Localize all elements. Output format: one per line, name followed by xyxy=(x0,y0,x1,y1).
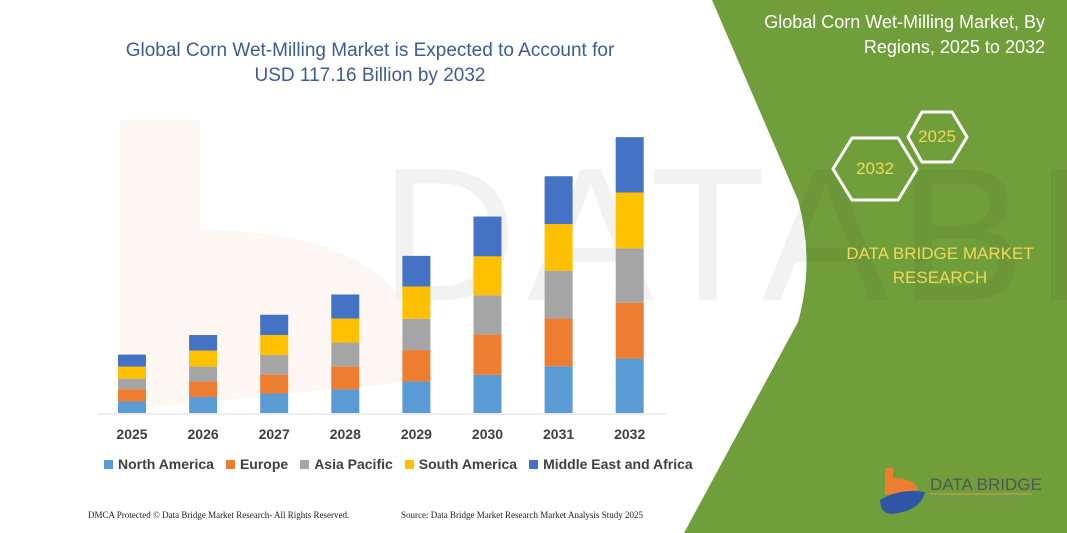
legend-swatch xyxy=(104,459,113,469)
x-tick-label: 2032 xyxy=(614,426,646,442)
bar-segment-2026-north-america xyxy=(189,396,218,413)
bar-segment-2025-south-america xyxy=(118,366,146,379)
legend-item: Asia Pacific xyxy=(300,456,393,472)
legend-label: Asia Pacific xyxy=(314,456,393,472)
x-tick-label: 2026 xyxy=(187,426,219,442)
bar-segment-2030-europe xyxy=(473,334,502,375)
x-tick-label: 2029 xyxy=(400,426,432,442)
logo-text: DATA BRIDGE xyxy=(930,475,1042,494)
bar-segment-2032-europe xyxy=(615,302,644,359)
bar-segment-2026-middle-east-and-africa xyxy=(189,335,218,351)
bar-segment-2025-middle-east-and-africa xyxy=(118,354,146,367)
title-line-1: Global Corn Wet-Milling Market is Expect… xyxy=(125,40,615,61)
bar-segment-2025-asia-pacific xyxy=(118,378,146,390)
bar-segment-2026-asia-pacific xyxy=(189,366,218,382)
bar-segment-2029-europe xyxy=(402,350,431,382)
bar-segment-2032-north-america xyxy=(615,358,644,413)
bar-segment-2026-south-america xyxy=(189,350,218,367)
hex-label-start: 2025 xyxy=(918,127,956,146)
x-tick-label: 2030 xyxy=(471,426,504,442)
bar-segment-2028-south-america xyxy=(331,318,360,343)
side-title-line-2: Regions, 2025 to 2032 xyxy=(863,37,1045,57)
legend-label: Middle East and Africa xyxy=(543,456,693,472)
legend-label: Europe xyxy=(239,456,289,472)
bar-segment-2026-europe xyxy=(189,381,218,397)
logo-subtext: MARKET RESEARCH xyxy=(931,495,1026,501)
logo-mark xyxy=(880,468,1032,514)
title-line-2: USD 117.16 Billion by 2032 xyxy=(254,65,486,86)
bar-segment-2025-north-america xyxy=(118,401,146,413)
footer-copyright: DMCA Protected © Data Bridge Market Rese… xyxy=(88,510,350,520)
legend-swatch xyxy=(404,459,414,469)
x-tick-label: 2027 xyxy=(258,426,290,442)
bar-segment-2030-south-america xyxy=(473,256,502,296)
bar-segment-2030-middle-east-and-africa xyxy=(473,216,502,257)
bar-segment-2032-asia-pacific xyxy=(615,248,644,303)
bar-segment-2031-asia-pacific xyxy=(544,270,573,319)
bar-segment-2030-north-america xyxy=(473,374,502,413)
bar-segment-2030-asia-pacific xyxy=(473,295,502,335)
legend-item: Europe xyxy=(225,456,289,472)
bar-segment-2028-europe xyxy=(331,366,360,390)
green-side-panel xyxy=(684,0,1067,533)
bar-segment-2029-south-america xyxy=(402,286,431,319)
brand-line-2: RESEARCH xyxy=(892,268,988,287)
bar-segment-2027-asia-pacific xyxy=(260,355,289,375)
legend-label: North America xyxy=(118,456,214,472)
bar-segment-2028-north-america xyxy=(331,389,360,413)
chart-title: Global Corn Wet-Milling Market is Expect… xyxy=(90,38,650,88)
hex-label-end: 2032 xyxy=(856,159,894,178)
legend-item: North America xyxy=(104,456,214,472)
bar-segment-2031-north-america xyxy=(544,366,573,413)
x-tick-label: 2031 xyxy=(543,426,575,442)
bar-segment-2031-europe xyxy=(544,318,573,367)
legend-swatch xyxy=(225,459,235,469)
bar-segment-2029-middle-east-and-africa xyxy=(402,255,431,287)
legend: North America Europe Asia Pacific South Ame… xyxy=(104,456,693,472)
bar-segment-2029-asia-pacific xyxy=(402,318,431,351)
bar-segment-2028-middle-east-and-africa xyxy=(331,294,360,319)
legend-swatch xyxy=(529,459,539,469)
bar-segment-2025-europe xyxy=(118,389,146,402)
side-title-line-1: Global Corn Wet-Milling Market, By xyxy=(764,12,1045,32)
bar-segment-2032-middle-east-and-africa xyxy=(615,137,644,193)
bar-segment-2027-europe xyxy=(260,374,289,394)
footer-source: Source: Data Bridge Market Research Mark… xyxy=(401,510,643,520)
brand-text: DATA BRIDGE MARKET RESEARCH xyxy=(820,242,1060,290)
hexagon-2032 xyxy=(831,136,919,202)
bar-segment-2028-asia-pacific xyxy=(331,342,360,367)
bar-segment-2031-south-america xyxy=(544,224,573,271)
legend-item: Middle East and Africa xyxy=(529,456,693,472)
x-tick-label: 2025 xyxy=(116,426,148,442)
bar-segment-2029-north-america xyxy=(402,381,431,413)
legend-swatch xyxy=(300,459,310,469)
legend-item: South America xyxy=(404,456,518,472)
bar-segment-2027-north-america xyxy=(260,393,289,413)
bar-segment-2027-south-america xyxy=(260,335,289,356)
hexagon-2025 xyxy=(906,110,969,164)
side-title: Global Corn Wet-Milling Market, By Regio… xyxy=(725,10,1045,60)
bar-segment-2032-south-america xyxy=(615,192,644,249)
bar-segment-2027-middle-east-and-africa xyxy=(260,314,289,336)
bars-group xyxy=(118,137,644,413)
bar-segment-2031-middle-east-and-africa xyxy=(544,176,573,225)
legend-label: South America xyxy=(418,456,518,472)
brand-line-1: DATA BRIDGE MARKET xyxy=(846,244,1034,263)
x-tick-label: 2028 xyxy=(329,426,361,442)
